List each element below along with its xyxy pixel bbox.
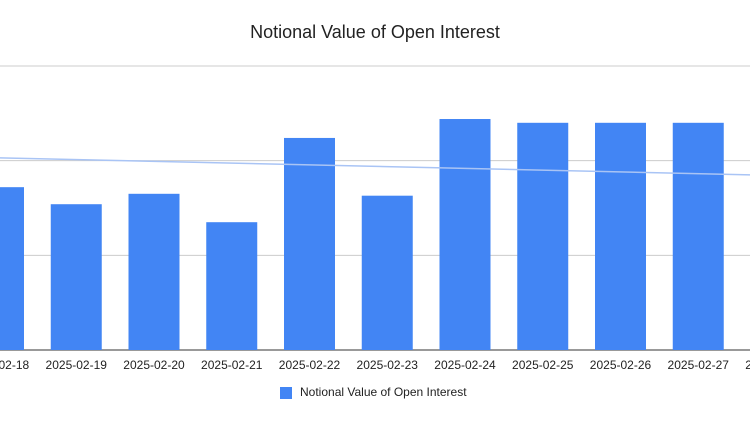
x-tick-label: 2025-02-20 <box>123 358 185 372</box>
x-tick-label: 2025-02-21 <box>201 358 263 372</box>
bar <box>672 122 724 350</box>
bar <box>439 119 491 350</box>
x-tick-label: 2025-02-18 <box>0 358 30 372</box>
bar <box>284 137 335 350</box>
chart-title: Notional Value of Open Interest <box>250 22 500 42</box>
x-tick-label: 2025-02-19 <box>46 358 108 372</box>
x-tick-label: 2025-02-27 <box>668 358 730 372</box>
x-tick-label: 2025-02-22 <box>279 358 341 372</box>
legend-label: Notional Value of Open Interest <box>300 385 467 399</box>
bar <box>128 193 180 350</box>
x-tick-label: 2025-02-25 <box>512 358 574 372</box>
bar <box>0 187 24 350</box>
bar <box>361 195 413 350</box>
x-tick-label: 2025-02-28 <box>745 358 750 372</box>
bar <box>50 204 102 350</box>
bar <box>595 122 646 350</box>
x-tick-label: 2025-02-26 <box>590 358 652 372</box>
bar <box>206 222 258 350</box>
bar <box>517 122 569 350</box>
x-tick-label: 2025-02-24 <box>434 358 496 372</box>
x-tick-label: 2025-02-23 <box>357 358 419 372</box>
legend-swatch <box>280 387 292 399</box>
trendline <box>0 157 750 176</box>
